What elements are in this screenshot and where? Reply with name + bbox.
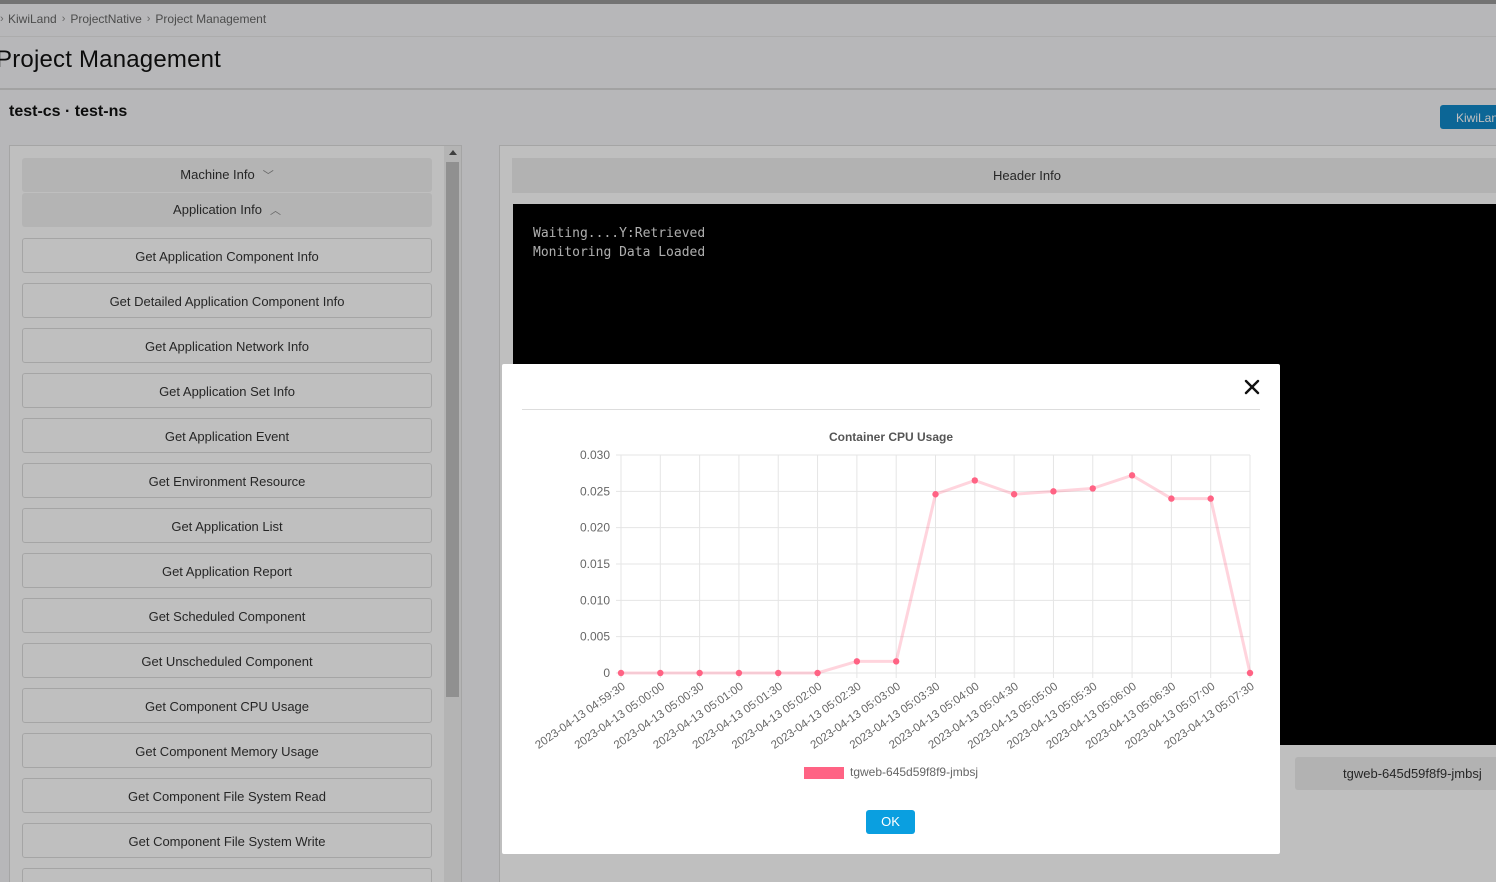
get-application-component-info-button[interactable]: Get Application Component Info	[22, 238, 432, 273]
application-info-label: Application Info	[173, 202, 262, 217]
get-unscheduled-component-button[interactable]: Get Unscheduled Component	[22, 643, 432, 678]
chart-legend[interactable]: tgweb-645d59f8f9-jmbsj	[804, 765, 978, 779]
divider	[0, 88, 1496, 90]
breadcrumb-item-kiwiland[interactable]: KiwiLand	[8, 12, 57, 26]
legend-swatch	[804, 767, 844, 779]
data-point[interactable]	[932, 491, 939, 498]
application-info-accordion[interactable]: Application Info ︿	[22, 193, 432, 227]
data-point[interactable]	[853, 658, 861, 665]
terminal-line: Waiting....Y:Retrieved	[533, 226, 706, 241]
modal-divider	[522, 409, 1260, 410]
y-tick-label: 0.025	[580, 484, 610, 498]
y-axis-ticks: 0 0.005 0.010 0.015 0.020 0.025 0.030	[580, 448, 610, 680]
breadcrumb-item-project-management: Project Management	[155, 12, 267, 26]
chart-grid	[616, 454, 1251, 678]
data-point[interactable]	[1246, 669, 1254, 677]
left-menu-panel: Machine Info ﹀ Application Info ︿ Get Appl…	[9, 145, 462, 882]
chart-title: Container CPU Usage	[829, 430, 953, 444]
scrollbar-thumb[interactable]	[446, 162, 459, 697]
breadcrumb-item-projectnative[interactable]: ProjectNative	[70, 12, 142, 26]
data-point[interactable]	[1050, 488, 1057, 495]
get-component-memory-usage-button[interactable]: Get Component Memory Usage	[22, 733, 432, 768]
get-component-file-system-read-button[interactable]: Get Component File System Read	[22, 778, 432, 813]
chart-series	[617, 472, 1254, 677]
get-scheduled-component-button[interactable]: Get Scheduled Component	[22, 598, 432, 633]
header-info-bar[interactable]: Header Info	[512, 158, 1496, 193]
machine-info-accordion[interactable]: Machine Info ﹀	[22, 158, 432, 192]
machine-info-label: Machine Info	[180, 167, 255, 182]
divider	[0, 36, 1496, 37]
y-tick-label: 0.005	[580, 630, 610, 644]
get-application-set-info-button[interactable]: Get Application Set Info	[22, 373, 432, 408]
left-panel-scrollbar[interactable]	[444, 146, 461, 882]
breadcrumb-separator-icon: ›	[146, 13, 151, 25]
breadcrumb-separator-icon: ›	[61, 13, 66, 25]
cluster-namespace-label: test-cs · test-ns	[9, 103, 128, 120]
get-component-cpu-usage-button[interactable]: Get Component CPU Usage	[22, 688, 432, 723]
cpu-usage-chart: Container CPU Usage 0 0.005 0.010 0.015 0.02…	[533, 430, 1257, 779]
data-point[interactable]	[775, 669, 782, 677]
legend-label: tgweb-645d59f8f9-jmbsj	[850, 765, 978, 779]
y-tick-label: 0.010	[580, 593, 610, 607]
get-application-list-button[interactable]: Get Application List	[22, 508, 432, 543]
menu-item-partial[interactable]	[22, 868, 432, 882]
data-point[interactable]	[617, 669, 625, 677]
cpu-usage-modal: Container CPU Usage 0 0.005 0.010 0.015 0.02…	[502, 364, 1280, 854]
close-icon[interactable]	[1241, 376, 1263, 398]
data-point[interactable]	[735, 669, 743, 677]
data-point[interactable]	[971, 477, 979, 484]
ok-button[interactable]: OK	[866, 810, 915, 834]
breadcrumb-lead-chevron-icon: ›	[0, 13, 4, 25]
data-point[interactable]	[1128, 472, 1136, 479]
get-environment-resource-button[interactable]: Get Environment Resource	[22, 463, 432, 498]
y-tick-label: 0.030	[580, 448, 610, 462]
data-point[interactable]	[1089, 485, 1096, 492]
data-point[interactable]	[892, 658, 900, 665]
breadcrumb: › KiwiLand › ProjectNative › Project Man…	[0, 12, 266, 26]
data-point[interactable]	[814, 669, 821, 677]
get-application-network-info-button[interactable]: Get Application Network Info	[22, 328, 432, 363]
page-title: Project Management	[0, 46, 222, 73]
get-application-report-button[interactable]: Get Application Report	[22, 553, 432, 588]
y-tick-label: 0	[603, 666, 610, 680]
scroll-up-arrow-icon[interactable]	[449, 150, 457, 155]
data-point[interactable]	[696, 669, 703, 677]
data-point[interactable]	[1168, 495, 1175, 502]
y-tick-label: 0.020	[580, 521, 610, 535]
get-detailed-application-component-info-button[interactable]: Get Detailed Application Component Info	[22, 283, 432, 318]
get-component-file-system-write-button[interactable]: Get Component File System Write	[22, 823, 432, 858]
get-application-event-button[interactable]: Get Application Event	[22, 418, 432, 453]
y-tick-label: 0.015	[580, 557, 610, 571]
data-point[interactable]	[1207, 495, 1214, 502]
terminal-line: Monitoring Data Loaded	[533, 245, 706, 260]
top-border	[0, 0, 1496, 4]
chevron-down-icon: ﹀	[262, 170, 274, 182]
pod-tab[interactable]: tgweb-645d59f8f9-jmbsj	[1295, 757, 1496, 790]
data-point[interactable]	[657, 669, 664, 677]
kiwiland-button[interactable]: KiwiLand	[1440, 105, 1496, 129]
data-point[interactable]	[1010, 491, 1018, 498]
chevron-up-icon: ︿	[269, 205, 281, 217]
